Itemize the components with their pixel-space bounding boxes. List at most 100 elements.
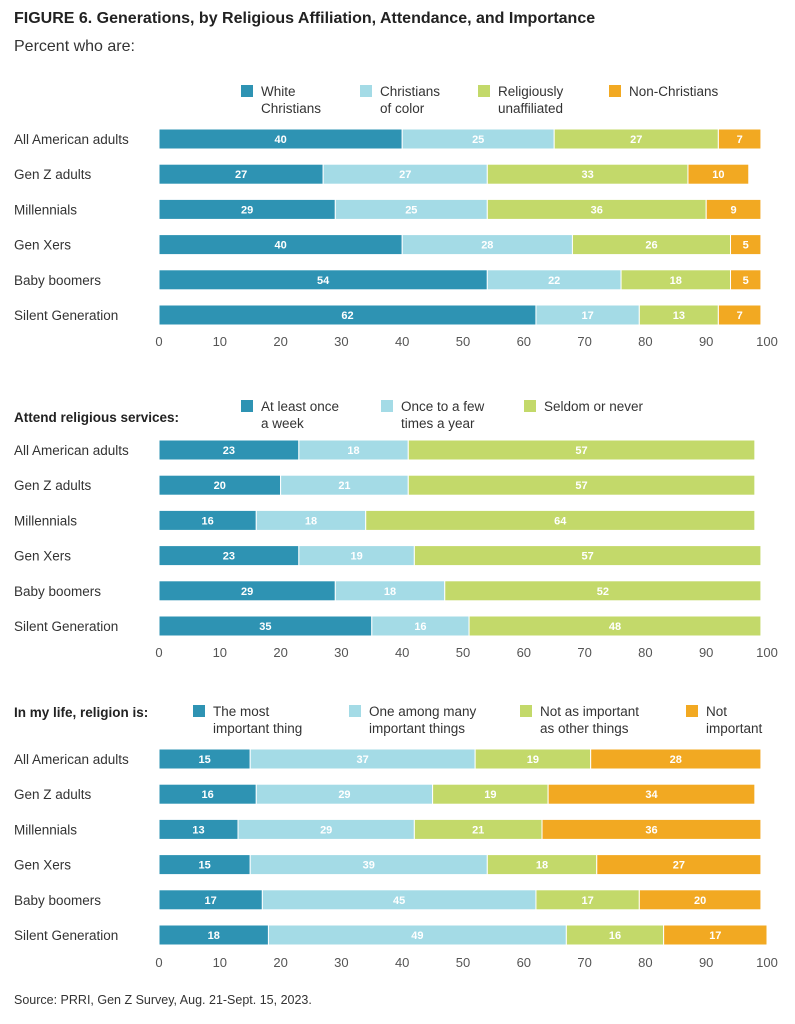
bar-not-important-millennials — [541, 818, 762, 840]
source-note: Source: PRRI, Gen Z Survey, Aug. 21-Sept… — [14, 993, 312, 1007]
bar-value-label: 27 — [673, 860, 685, 872]
bar-non-christians-baby-boomers — [730, 269, 762, 291]
x-tick-label: 20 — [273, 645, 287, 660]
bar-value-label: 15 — [198, 860, 210, 872]
x-tick-label: 10 — [213, 645, 227, 660]
bar-value-label: 27 — [630, 134, 642, 146]
x-tick-label: 100 — [756, 955, 778, 970]
category-label-gen-z-adults: Gen Z adults — [14, 787, 92, 802]
bar-value-label: 16 — [202, 789, 214, 801]
bar-value-label: 19 — [484, 789, 496, 801]
bar-not-important-silent-generation — [663, 924, 768, 946]
bar-value-label: 40 — [274, 240, 286, 252]
legend-swatch-one-among-many-important-things — [349, 705, 361, 717]
x-tick-label: 20 — [273, 334, 287, 349]
bar-seldom-or-never-gen-xers — [413, 545, 762, 567]
x-tick-label: 50 — [456, 334, 470, 349]
bar-value-label: 5 — [743, 240, 749, 252]
legend-label-one-among-many-important-things: One among many — [369, 704, 477, 719]
x-tick-label: 70 — [577, 334, 591, 349]
bar-seldom-or-never-all-american-adults — [407, 439, 756, 461]
bar-value-label: 23 — [223, 551, 235, 563]
x-tick-label: 30 — [334, 334, 348, 349]
bar-value-label: 19 — [350, 551, 362, 563]
bar-value-label: 25 — [405, 204, 417, 216]
bar-not-important-baby-boomers — [638, 889, 762, 911]
category-label-millennials: Millennials — [14, 202, 77, 217]
x-tick-label: 60 — [517, 334, 531, 349]
category-label-millennials: Millennials — [14, 822, 77, 837]
bar-non-christians-silent-generation — [717, 304, 762, 326]
category-label-silent-generation: Silent Generation — [14, 928, 118, 943]
bar-value-label: 48 — [609, 621, 621, 633]
bar-value-label: 17 — [709, 930, 721, 942]
bar-value-label: 18 — [347, 445, 359, 457]
category-label-gen-z-adults: Gen Z adults — [14, 167, 92, 182]
category-label-gen-z-adults: Gen Z adults — [14, 478, 92, 493]
x-tick-label: 10 — [213, 955, 227, 970]
bar-value-label: 29 — [320, 824, 332, 836]
bar-value-label: 20 — [214, 480, 226, 492]
x-tick-label: 90 — [699, 334, 713, 349]
bar-value-label: 13 — [673, 310, 685, 322]
legend-label-christians-of-color: Christians — [380, 84, 440, 99]
legend-label-white-christians: Christians — [261, 101, 321, 116]
bar-value-label: 40 — [274, 134, 286, 146]
bar-value-label: 17 — [582, 895, 594, 907]
bar-value-label: 49 — [411, 930, 423, 942]
legend-label-the-most-important-thing: important thing — [213, 721, 302, 736]
category-label-gen-xers: Gen Xers — [14, 549, 71, 564]
bar-value-label: 28 — [670, 754, 682, 766]
x-tick-label: 0 — [155, 645, 162, 660]
bar-value-label: 16 — [414, 621, 426, 633]
legend-swatch-seldom-or-never — [524, 400, 536, 412]
x-tick-label: 100 — [756, 334, 778, 349]
legend-swatch-the-most-important-thing — [193, 705, 205, 717]
x-tick-label: 0 — [155, 334, 162, 349]
category-label-baby-boomers: Baby boomers — [14, 273, 101, 288]
bar-value-label: 34 — [645, 789, 658, 801]
legend-label-once-to-a-few-times-a-year: times a year — [401, 416, 475, 431]
bar-value-label: 36 — [645, 824, 657, 836]
bar-value-label: 33 — [582, 169, 594, 181]
bar-value-label: 7 — [737, 310, 743, 322]
x-tick-label: 30 — [334, 955, 348, 970]
legend-swatch-not-important — [686, 705, 698, 717]
bar-non-christians-gen-xers — [730, 234, 762, 256]
legend-label-at-least-once-a-week: a week — [261, 416, 304, 431]
x-tick-label: 80 — [638, 334, 652, 349]
x-tick-label: 100 — [756, 645, 778, 660]
bar-value-label: 57 — [582, 551, 594, 563]
x-tick-label: 60 — [517, 645, 531, 660]
bar-value-label: 18 — [670, 275, 682, 287]
category-label-silent-generation: Silent Generation — [14, 308, 118, 323]
bar-non-christians-gen-z-adults — [687, 163, 750, 185]
bar-value-label: 29 — [338, 789, 350, 801]
bar-value-label: 18 — [536, 860, 548, 872]
x-tick-label: 70 — [577, 645, 591, 660]
category-label-all-american-adults: All American adults — [14, 752, 129, 767]
bar-value-label: 5 — [743, 275, 749, 287]
figure-subtitle: Percent who are: — [14, 38, 135, 55]
bar-value-label: 10 — [712, 169, 724, 181]
category-label-all-american-adults: All American adults — [14, 443, 129, 458]
bar-value-label: 35 — [259, 621, 271, 633]
bar-value-label: 19 — [527, 754, 539, 766]
legend-swatch-once-to-a-few-times-a-year — [381, 400, 393, 412]
bar-value-label: 54 — [317, 275, 330, 287]
bar-seldom-or-never-baby-boomers — [444, 580, 762, 602]
legend-label-religiously-unaffiliated: Religiously — [498, 84, 564, 99]
legend-swatch-white-christians — [241, 85, 253, 97]
x-tick-label: 40 — [395, 955, 409, 970]
legend-label-white-christians: White — [261, 84, 296, 99]
legend-label-religiously-unaffiliated: unaffiliated — [498, 101, 563, 116]
bar-value-label: 18 — [208, 930, 220, 942]
bar-value-label: 29 — [241, 204, 253, 216]
bar-value-label: 27 — [399, 169, 411, 181]
legend-label-not-as-important-as-other-things: as other things — [540, 721, 629, 736]
bar-value-label: 7 — [737, 134, 743, 146]
x-tick-label: 50 — [456, 645, 470, 660]
panel-title-1: Attend religious services: — [14, 410, 179, 425]
bar-value-label: 62 — [341, 310, 353, 322]
